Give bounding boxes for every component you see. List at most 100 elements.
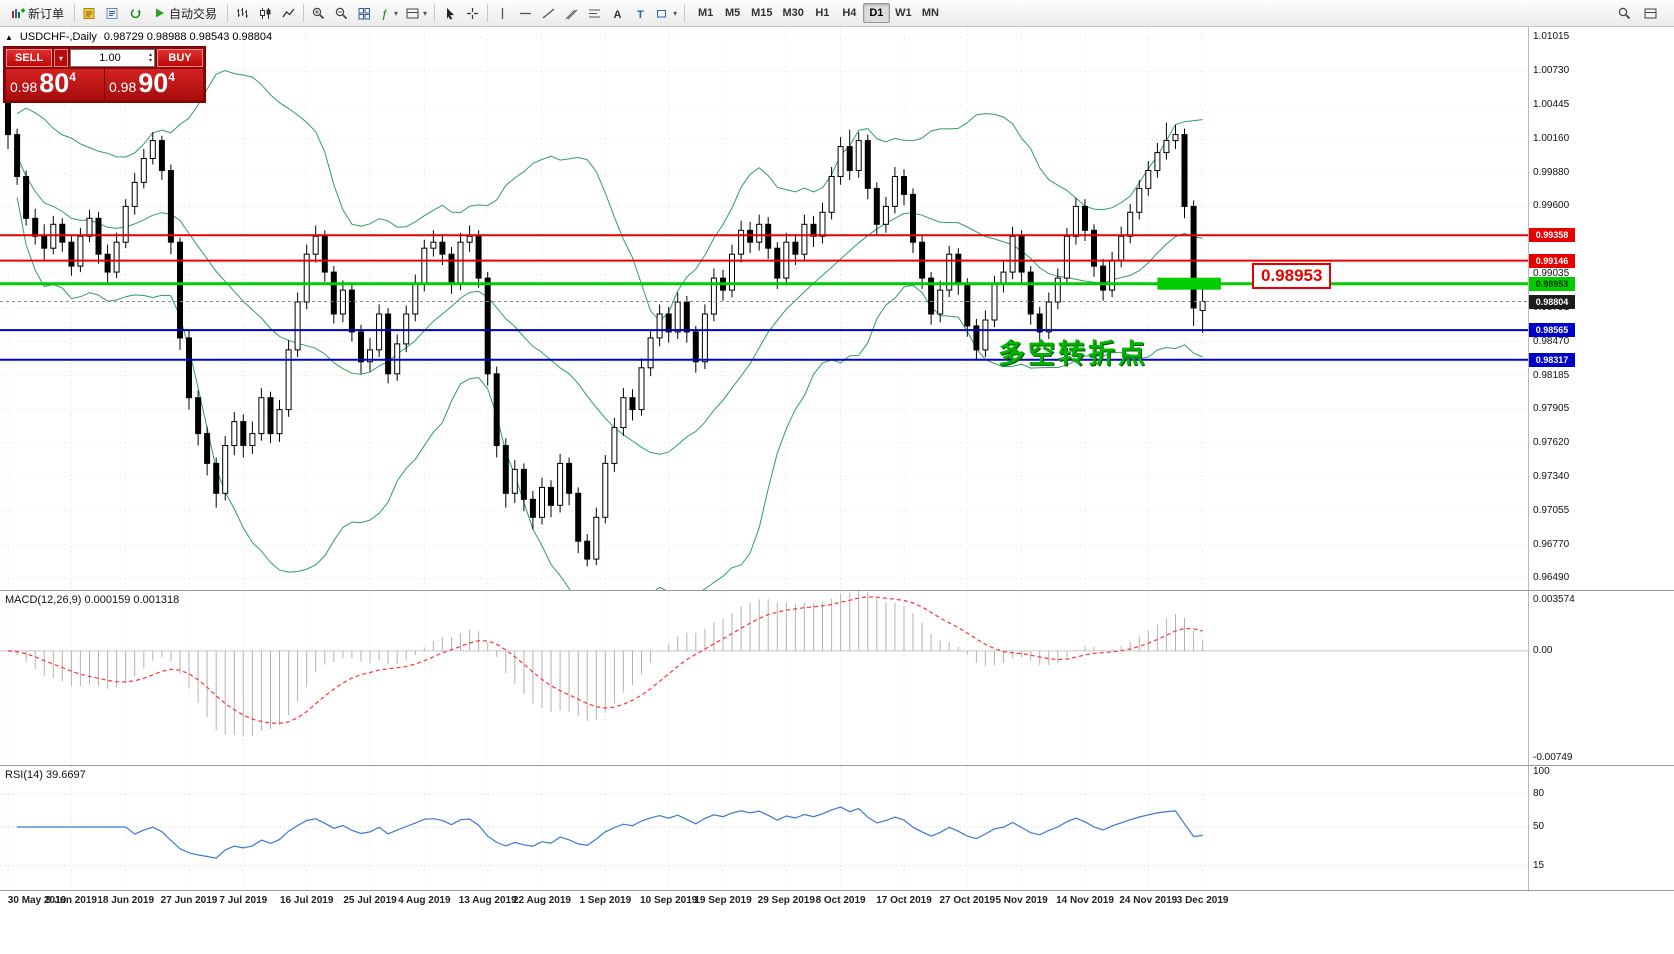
- date-label: 5 Nov 2019: [995, 895, 1048, 906]
- toolbar-separator: [227, 4, 229, 22]
- buy-price-display[interactable]: 0.98904: [104, 69, 203, 100]
- toolbar-button-label: 自动交易: [169, 6, 218, 21]
- svg-text:T: T: [637, 9, 644, 20]
- date-label: 17 Oct 2019: [876, 895, 932, 906]
- rsi-tick-label: 50: [1533, 821, 1545, 832]
- volume-stepper[interactable]: 1.00 ▴ ▾: [70, 49, 155, 67]
- current-price-badge: 0.98804: [1529, 294, 1575, 309]
- sell-price-display[interactable]: 0.98804: [6, 69, 104, 100]
- svg-text:ƒ: ƒ: [381, 7, 388, 20]
- date-axis[interactable]: 30 May 2019 9 Jun 2019 18 Jun 2019 27 Jun 2…: [0, 890, 1674, 912]
- refresh-button[interactable]: [124, 2, 147, 24]
- zoom-in-button[interactable]: [307, 2, 330, 24]
- spin-down-icon[interactable]: ▾: [148, 58, 152, 64]
- svg-text:A: A: [614, 9, 622, 20]
- candles-icon: [259, 7, 272, 20]
- date-label: 14 Nov 2019: [1056, 895, 1114, 906]
- price-tick-label: 0.99880: [1533, 166, 1570, 178]
- timeframe-m30-button[interactable]: M30: [777, 3, 808, 23]
- zoom-out-icon: [335, 7, 348, 20]
- price-chart-canvas[interactable]: [0, 27, 1528, 590]
- timeframe-w1-button[interactable]: W1: [890, 3, 917, 23]
- price-tick-label: 0.99035: [1533, 267, 1570, 279]
- fibonacci-button[interactable]: [583, 2, 606, 24]
- metaeditor-button[interactable]: [78, 2, 101, 24]
- shapes-button[interactable]: ▾: [652, 2, 681, 24]
- timeframe-m15-button[interactable]: M15: [746, 3, 777, 23]
- zoom-out-button[interactable]: [330, 2, 353, 24]
- layout-icon: [406, 7, 419, 20]
- vertical-line-button[interactable]: [491, 2, 514, 24]
- buy-button[interactable]: BUY: [157, 49, 203, 67]
- market-watch-button[interactable]: [101, 2, 124, 24]
- price-chart-panel[interactable]: 1.01015 1.00730 1.00445 1.00160 0.99880 0.996…: [0, 27, 1674, 590]
- timeframe-d1-button[interactable]: D1: [862, 3, 890, 23]
- date-label: 30 May 2019: [7, 895, 67, 906]
- one-click-trading-panel: SELL ▾ 1.00 ▴ ▾ BUY 0.98804 0.98904: [3, 46, 206, 103]
- rsi-axis-border: [1528, 766, 1529, 890]
- tile-windows-button[interactable]: [353, 2, 376, 24]
- order-type-dropdown[interactable]: ▾: [54, 49, 68, 67]
- timeframe-toolbar: M1 M5 M15 M30 H1 H4 D1 W1 MN: [692, 3, 944, 23]
- chevron-down-icon: ▾: [423, 8, 428, 18]
- price-level-badge: 0.98317: [1529, 352, 1575, 367]
- templates-button[interactable]: ▾: [402, 2, 431, 24]
- price-tick-label: 0.98185: [1533, 369, 1570, 381]
- candlestick-chart-button[interactable]: [254, 2, 277, 24]
- main-toolbar: 新订单 自动交易 ƒ ▾ ▾ A T ▾ M1 M5 M15 M30 H1 H4 D1 W1 MN: [0, 0, 1674, 27]
- line-chart-button[interactable]: [277, 2, 300, 24]
- horizontal-line-button[interactable]: [514, 2, 537, 24]
- market-watch-icon: [106, 7, 119, 20]
- cursor-icon: [444, 7, 456, 20]
- level-price-label[interactable]: 0.98953: [1252, 263, 1332, 289]
- price-tick-label: 0.99600: [1533, 200, 1570, 212]
- toolbar-separator: [303, 4, 305, 22]
- rsi-grid: [0, 766, 1528, 890]
- toolbar-separator: [684, 4, 686, 22]
- sell-button[interactable]: SELL: [6, 49, 52, 67]
- timeframe-m1-button[interactable]: M1: [692, 3, 719, 23]
- date-label: 10 Sep 2019: [640, 895, 698, 906]
- macd-indicator-panel[interactable]: MACD(12,26,9) 0.000159 0.001318 0.003574…: [0, 590, 1674, 765]
- indicators-button[interactable]: ƒ ▾: [376, 2, 402, 24]
- trendline-button[interactable]: [537, 2, 560, 24]
- date-label: 1 Sep 2019: [579, 895, 632, 906]
- date-label: 3 Dec 2019: [1176, 895, 1229, 906]
- price-tick-label: 0.97055: [1533, 504, 1570, 516]
- toolbar-separator: [487, 4, 489, 22]
- price-level-badge: 0.98565: [1529, 323, 1575, 338]
- timeframe-h1-button[interactable]: H1: [809, 3, 836, 23]
- rsi-indicator-panel[interactable]: RSI(14) 39.6697 100 80 50 15: [0, 765, 1674, 890]
- timeframe-m5-button[interactable]: M5: [719, 3, 746, 23]
- rsi-tick-label: 80: [1533, 788, 1545, 799]
- label-button[interactable]: T: [629, 2, 652, 24]
- price-tick-label: 1.00445: [1533, 99, 1570, 111]
- trend-annotation[interactable]: 多空转折点: [998, 339, 1148, 369]
- macd-canvas[interactable]: [0, 591, 1528, 765]
- bar-chart-button[interactable]: [231, 2, 254, 24]
- price-tick-label: 0.96770: [1533, 538, 1570, 550]
- fibo-icon: [588, 7, 601, 20]
- date-label: 24 Nov 2019: [1119, 895, 1178, 906]
- channel-button[interactable]: [560, 2, 583, 24]
- text-button[interactable]: A: [606, 2, 629, 24]
- crosshair-button[interactable]: [461, 2, 484, 24]
- timeframe-mn-button[interactable]: MN: [917, 3, 944, 23]
- rsi-tick-label: 15: [1533, 859, 1545, 871]
- volume-spin-buttons[interactable]: ▴ ▾: [149, 52, 154, 64]
- new-order-button[interactable]: 新订单: [4, 2, 71, 24]
- timeframe-h4-button[interactable]: H4: [836, 3, 863, 23]
- symbol-period-label: USDCHF-,Daily: [19, 31, 97, 43]
- macd-histogram: [16, 591, 1204, 737]
- autotrading-button[interactable]: 自动交易: [147, 2, 224, 24]
- one-click-toggle-icon[interactable]: ▲: [5, 32, 13, 42]
- rsi-canvas[interactable]: [0, 766, 1528, 890]
- window-layout-button[interactable]: [1639, 2, 1662, 24]
- level-highlight-rect[interactable]: [1157, 277, 1221, 290]
- spin-up-icon[interactable]: ▴: [148, 52, 152, 58]
- toolbar-separator: [434, 4, 436, 22]
- cursor-button[interactable]: [438, 2, 461, 24]
- price-tick-label: 1.00730: [1533, 65, 1570, 77]
- linechart-icon: [282, 7, 295, 20]
- search-button[interactable]: [1613, 2, 1636, 24]
